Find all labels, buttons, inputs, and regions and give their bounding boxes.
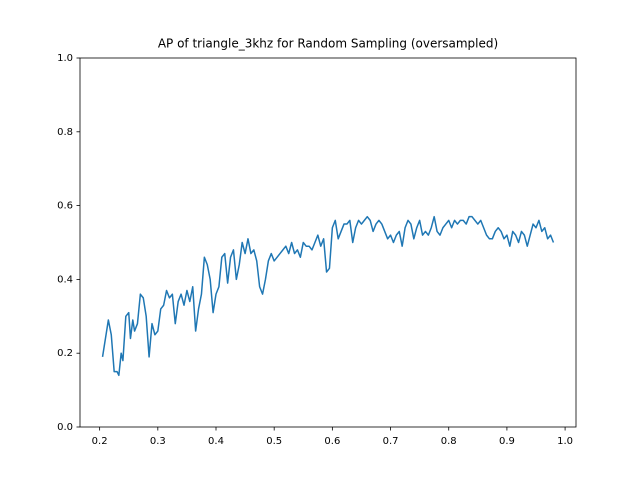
y-tick-label: 0.2 [57, 348, 73, 359]
x-tick-label: 0.7 [383, 436, 399, 447]
y-tick-label: 1.0 [57, 53, 73, 64]
plot-frame [79, 57, 577, 428]
chart-title: AP of triangle_3khz for Random Sampling … [158, 37, 498, 51]
y-tick-label: 0.6 [57, 201, 73, 212]
y-tick-label: 0.0 [57, 422, 73, 433]
x-tick-label: 0.2 [92, 436, 108, 447]
line-series [101, 215, 555, 377]
x-tick-label: 0.5 [266, 436, 282, 447]
x-tick-label: 0.4 [208, 436, 224, 447]
x-tick-label: 0.9 [499, 436, 515, 447]
x-tick-label: 1.0 [557, 436, 573, 447]
y-tick-label: 0.8 [57, 127, 73, 138]
x-tick-label: 0.6 [324, 436, 340, 447]
y-tick-label: 0.4 [57, 274, 73, 285]
x-tick-label: 0.3 [150, 436, 166, 447]
x-tick-label: 0.8 [441, 436, 457, 447]
